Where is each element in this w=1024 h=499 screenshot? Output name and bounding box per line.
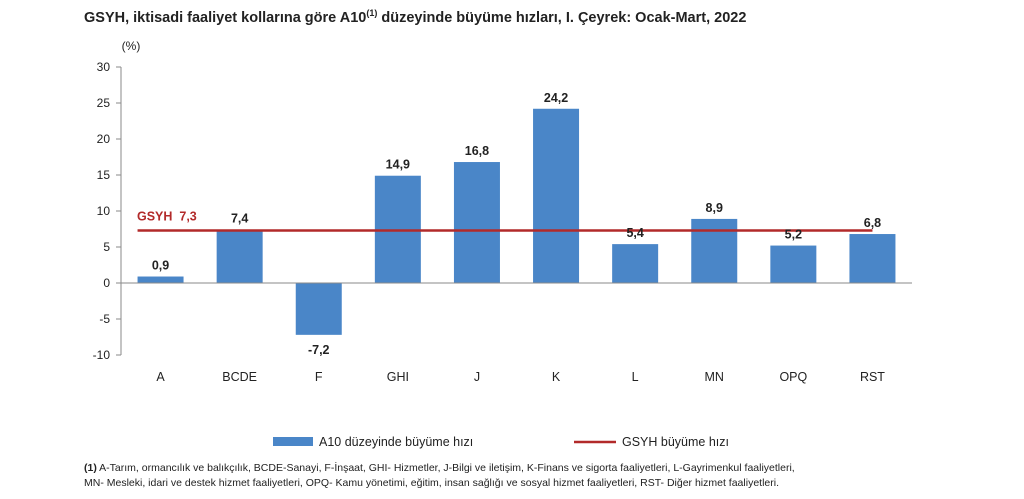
y-tick-label: 10 [97, 204, 111, 218]
bar-value-label: 5,2 [785, 228, 802, 242]
chart-title: GSYH, iktisadi faaliyet kollarına göre A… [84, 8, 747, 26]
x-tick-label: J [474, 370, 480, 384]
bar [533, 108, 580, 283]
footnote-line-1: A-Tarım, ormancılık ve balıkçılık, BCDE-… [96, 462, 795, 474]
y-axis: -10 -5 0 5 10 15 20 25 30 [93, 60, 122, 362]
x-axis-labels: A BCDE F GHI J K L MN OPQ RST [156, 370, 885, 384]
x-tick-label: K [552, 370, 561, 384]
bar-value-label: 16,8 [465, 144, 489, 158]
y-axis-unit-label: (%) [122, 39, 141, 53]
title-footnote-marker: (1) [366, 8, 378, 18]
y-tick-label: -10 [93, 348, 111, 362]
legend-bar-swatch [273, 437, 313, 446]
x-tick-label: RST [860, 370, 885, 384]
bar-value-label: 24,2 [544, 91, 568, 105]
footnote-line-2: MN- Mesleki, idari ve destek hizmet faal… [84, 477, 779, 489]
bar-value-label: 5,4 [626, 226, 643, 240]
x-tick-label: L [632, 370, 639, 384]
x-tick-label: GHI [387, 370, 409, 384]
bar [453, 162, 500, 283]
y-tick-label: 0 [103, 276, 110, 290]
bar-labels-group: 0,9 7,4 -7,2 14,9 16,8 24,2 5,4 8,9 5,2 6,8 [152, 91, 881, 357]
x-tick-label: BCDE [222, 370, 257, 384]
bar-value-label: 6,8 [864, 216, 881, 230]
footnote: (1) A-Tarım, ormancılık ve balıkçılık, B… [84, 461, 984, 491]
footnote-marker: (1) [84, 462, 97, 474]
legend-bar-label: A10 düzeyinde büyüme hızı [319, 435, 473, 449]
bar-value-label: -7,2 [308, 343, 330, 357]
bar-value-label: 7,4 [231, 212, 248, 226]
reference-line-group: GSYH 7,3 [137, 209, 873, 232]
y-tick-label: 15 [97, 168, 111, 182]
bar [691, 218, 738, 283]
bar [770, 245, 817, 283]
bar [295, 283, 342, 335]
legend: A10 düzeyinde büyüme hızı GSYH büyüme hı… [273, 435, 729, 449]
bar [849, 234, 896, 283]
bar [612, 244, 659, 283]
y-tick-label: 30 [97, 60, 111, 74]
reference-line-label: GSYH 7,3 [137, 209, 197, 223]
bar [216, 229, 263, 283]
bar-value-label: 8,9 [706, 201, 723, 215]
y-tick-label: 20 [97, 132, 111, 146]
bars-group [137, 108, 896, 335]
x-tick-label: OPQ [779, 370, 807, 384]
y-tick-label: 5 [103, 240, 110, 254]
y-tick-label: -5 [99, 312, 110, 326]
x-tick-label: A [156, 370, 165, 384]
legend-line-label: GSYH büyüme hızı [622, 435, 729, 449]
y-tick-label: 25 [97, 96, 111, 110]
x-tick-label: F [315, 370, 323, 384]
x-tick-label: MN [705, 370, 724, 384]
bar-value-label: 0,9 [152, 259, 169, 273]
bar-value-label: 14,9 [386, 158, 410, 172]
bar [137, 276, 184, 283]
bar-chart: (%) -10 -5 0 5 10 15 20 25 30 GSYH 7,3 0,9 7,4 -7,… [93, 39, 912, 449]
